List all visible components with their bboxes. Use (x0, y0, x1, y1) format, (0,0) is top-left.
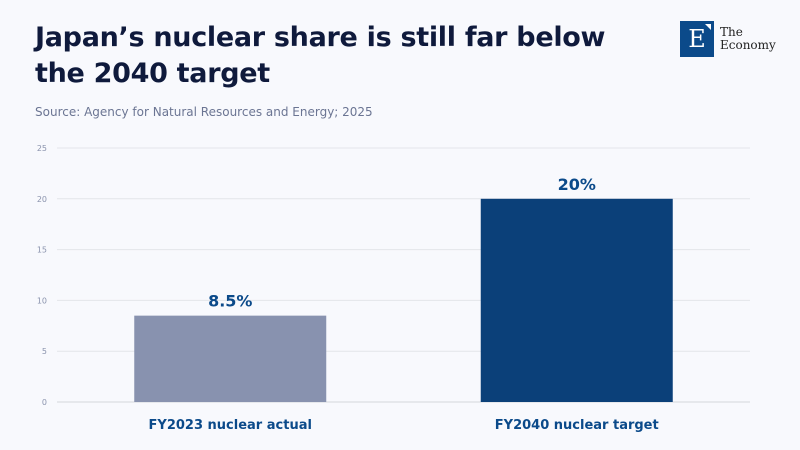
chart-title: Japan’s nuclear share is still far below… (35, 22, 606, 89)
data-label: 20% (558, 175, 596, 194)
y-tick-label: 5 (42, 347, 47, 356)
logo-line2: Economy (720, 38, 776, 52)
y-tick-label: 10 (37, 296, 47, 305)
logo-wordmark: The Economy (720, 26, 776, 52)
data-label: 8.5% (208, 292, 252, 311)
category-label: FY2023 nuclear actual (149, 418, 312, 433)
bar (134, 315, 327, 402)
chart-source: Source: Agency for Natural Resources and… (35, 105, 373, 119)
y-tick-label: 0 (42, 398, 47, 407)
logo-mark: E (680, 21, 714, 57)
y-tick-label: 15 (37, 246, 47, 255)
bar (480, 198, 673, 402)
the-economy-logo: E The Economy (680, 21, 776, 57)
logo-line1: The (720, 25, 743, 39)
category-label: FY2040 nuclear target (495, 418, 659, 433)
y-tick-label: 25 (37, 144, 47, 153)
y-tick-label: 20 (37, 195, 47, 204)
